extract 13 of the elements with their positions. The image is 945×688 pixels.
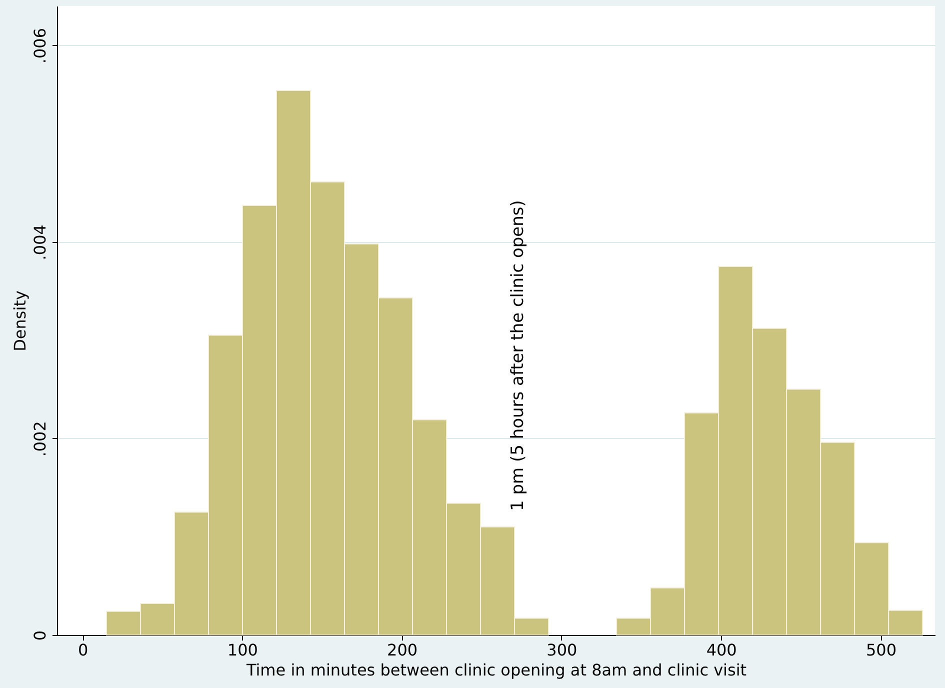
x-tick-label: 200 [387, 640, 418, 660]
y-tick-label: .004 [30, 224, 50, 260]
x-tick-label: 400 [706, 640, 737, 660]
x-tick-label: 0 [78, 640, 88, 660]
x-tick-label: 100 [227, 640, 258, 660]
y-tick-label: .006 [30, 28, 50, 64]
x-tick-label: 500 [866, 640, 896, 660]
y-axis-title: Density [10, 290, 30, 352]
y-tick-label: 0 [30, 630, 50, 641]
x-tick-label: 300 [546, 640, 578, 660]
annotation: 1 pm (5 hours after the clinic opens) [508, 200, 528, 511]
x-axis-title: Time in minutes between clinic opening at 8am and clinic visit [245, 660, 747, 680]
y-tick-label: .002 [30, 421, 50, 457]
